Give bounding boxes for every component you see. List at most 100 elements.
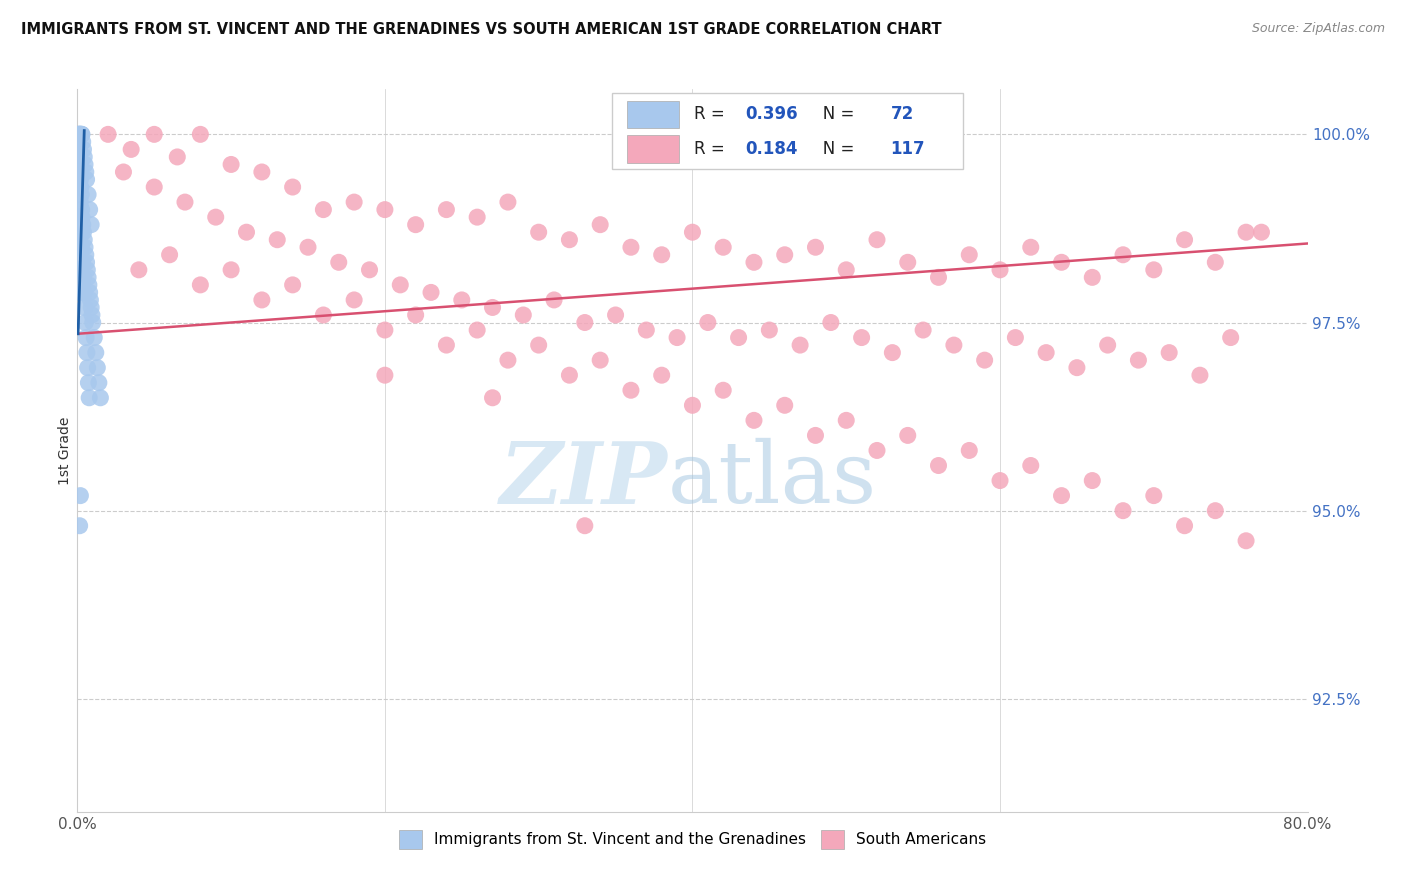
Point xyxy=(84,345,107,359)
Point xyxy=(73,285,96,300)
Point xyxy=(866,443,889,458)
Point xyxy=(70,225,93,239)
Point xyxy=(835,413,858,427)
Point xyxy=(711,383,734,397)
Point xyxy=(73,157,96,171)
Point xyxy=(1204,255,1226,269)
Point xyxy=(69,128,91,142)
Point xyxy=(76,345,98,359)
Point xyxy=(72,218,94,232)
Point xyxy=(67,240,90,254)
Point xyxy=(742,255,765,269)
Point xyxy=(281,277,304,292)
Point xyxy=(72,142,94,156)
Point xyxy=(79,293,101,307)
Point xyxy=(97,128,120,142)
Point xyxy=(574,518,596,533)
Point xyxy=(1143,489,1166,503)
Point xyxy=(835,262,858,277)
Point xyxy=(76,360,98,375)
Point xyxy=(374,202,396,217)
Point xyxy=(897,428,920,442)
Point xyxy=(250,165,273,179)
Point xyxy=(69,128,91,142)
Text: 72: 72 xyxy=(890,105,914,123)
Point xyxy=(558,233,581,247)
Point xyxy=(67,128,90,142)
Point xyxy=(1081,474,1104,488)
Point xyxy=(988,262,1011,277)
Point xyxy=(758,323,780,337)
Point xyxy=(69,165,91,179)
Point xyxy=(112,165,135,179)
Point xyxy=(70,202,93,217)
Point xyxy=(1143,262,1166,277)
Point xyxy=(70,210,93,224)
Point xyxy=(79,285,101,300)
Point xyxy=(696,316,718,330)
Point xyxy=(436,338,458,352)
Point xyxy=(67,262,90,277)
Point xyxy=(1019,458,1042,473)
Point xyxy=(75,316,97,330)
Point xyxy=(72,135,94,149)
Point xyxy=(589,353,612,368)
Point xyxy=(143,180,166,194)
Point xyxy=(727,330,749,344)
Point xyxy=(450,293,472,307)
Point xyxy=(82,316,104,330)
Point xyxy=(67,150,90,164)
Point xyxy=(188,277,212,292)
Point xyxy=(67,165,90,179)
Point xyxy=(69,195,91,210)
Point xyxy=(1128,353,1150,368)
Point xyxy=(1112,503,1135,517)
Point xyxy=(543,293,565,307)
Point xyxy=(174,195,197,210)
Point xyxy=(928,458,950,473)
Point xyxy=(1035,345,1057,359)
Point xyxy=(69,180,91,194)
Point xyxy=(682,398,704,412)
Point xyxy=(166,150,188,164)
Point xyxy=(651,248,673,262)
Point xyxy=(80,301,103,315)
Point xyxy=(70,128,93,142)
Point xyxy=(1174,518,1197,533)
Point xyxy=(67,142,90,156)
Point xyxy=(957,443,980,458)
Point xyxy=(866,233,889,247)
Point xyxy=(80,308,103,322)
Point xyxy=(804,240,827,254)
Point xyxy=(405,218,427,232)
Point xyxy=(77,376,100,390)
Point xyxy=(266,233,288,247)
Point xyxy=(143,128,166,142)
Point xyxy=(73,240,96,254)
Text: N =: N = xyxy=(807,105,859,123)
Point xyxy=(651,368,673,383)
Point xyxy=(481,391,503,405)
Point xyxy=(76,172,98,186)
Point xyxy=(527,338,550,352)
Point xyxy=(957,248,980,262)
Point xyxy=(527,225,550,239)
Point xyxy=(72,270,94,285)
Point xyxy=(69,489,91,503)
Point xyxy=(75,330,97,344)
Point xyxy=(219,157,242,171)
Point xyxy=(77,187,100,202)
Legend: Immigrants from St. Vincent and the Grenadines, South Americans: Immigrants from St. Vincent and the Gren… xyxy=(392,824,993,855)
Point xyxy=(1159,345,1181,359)
Point xyxy=(481,301,503,315)
Point xyxy=(374,323,396,337)
Point xyxy=(374,368,396,383)
Point xyxy=(67,128,90,142)
Point xyxy=(79,202,101,217)
Point xyxy=(1066,360,1088,375)
Point xyxy=(312,308,335,322)
Point xyxy=(436,202,458,217)
Point xyxy=(1050,489,1073,503)
Point xyxy=(666,330,689,344)
Point xyxy=(67,150,90,164)
